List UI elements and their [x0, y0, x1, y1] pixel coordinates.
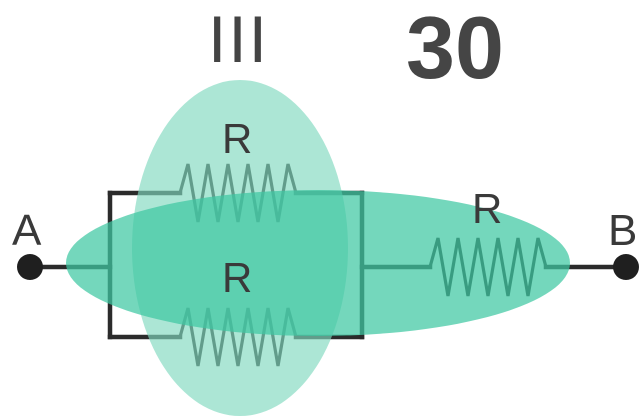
- resistor-series-label: R: [472, 185, 502, 232]
- node-b-label: B: [608, 206, 637, 255]
- node-a-dot: [17, 254, 43, 280]
- node-b-dot: [613, 254, 639, 280]
- roman-numeral-label: III: [208, 2, 269, 76]
- horizontal-highlight-ellipse: [66, 190, 570, 336]
- resistor-top-label: R: [222, 115, 252, 162]
- problem-number-label: 30: [406, 0, 504, 97]
- node-a-label: A: [12, 206, 42, 255]
- resistor-bottom-label: R: [222, 254, 252, 301]
